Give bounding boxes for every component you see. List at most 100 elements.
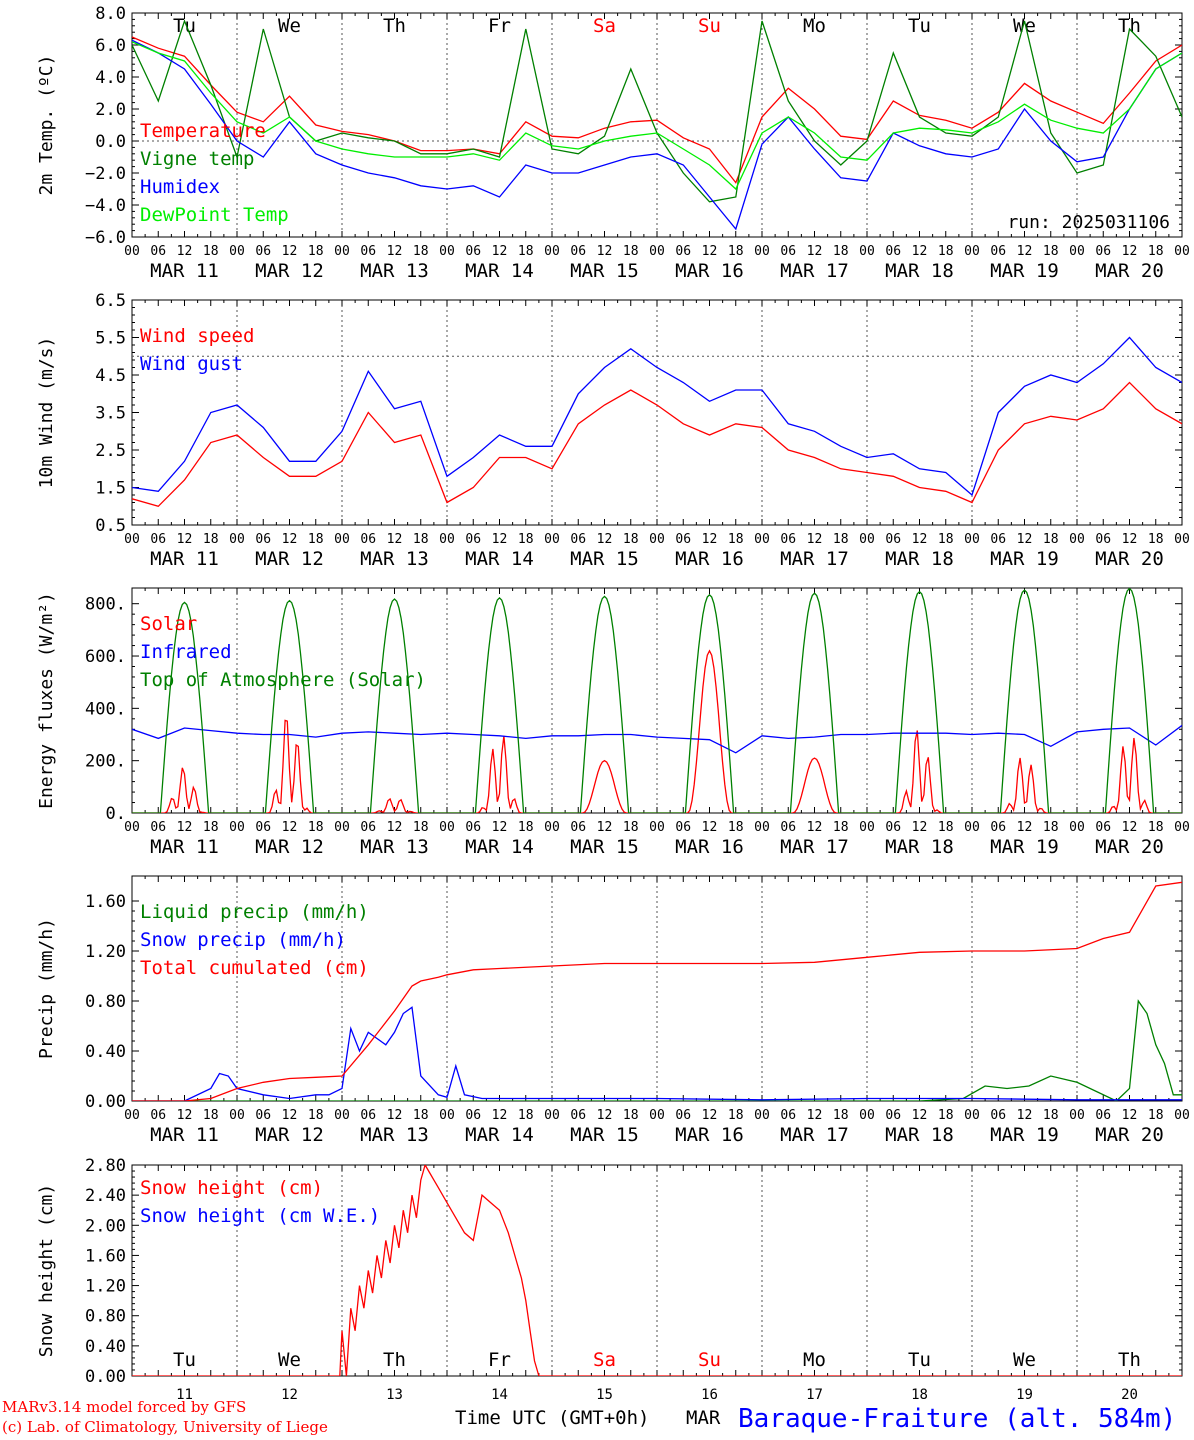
x-hour-label: 00 — [1069, 820, 1085, 835]
x-hour-label: 00 — [754, 1108, 770, 1123]
x-hour-label: 00 — [964, 1108, 980, 1123]
y-tick-label: 3.5 — [95, 404, 126, 424]
x-hour-label: 12 — [807, 532, 823, 547]
x-hour-label: 12 — [912, 244, 928, 259]
series-line-total-cumulated-cm- — [132, 881, 1182, 1101]
y-tick-label: 1.20 — [85, 942, 126, 962]
x-hour-label: 18 — [728, 532, 744, 547]
legend-entry: Top of Atmosphere (Solar) — [140, 669, 426, 691]
x-hour-label: 12 — [807, 1108, 823, 1123]
x-hour-label: 00 — [649, 1108, 665, 1123]
y-tick-label: 600. — [85, 647, 126, 667]
y-tick-label: 1.60 — [85, 892, 126, 912]
x-hour-label: 18 — [413, 532, 429, 547]
x-hour-label: 12 — [177, 1108, 193, 1123]
series-line-dewpoint-temp — [132, 41, 1182, 191]
x-date-label: MAR 16 — [675, 836, 744, 858]
x-date-label: MAR 18 — [885, 836, 954, 858]
x-hour-label: 18 — [623, 1108, 639, 1123]
x-hour-label: 06 — [255, 244, 271, 259]
y-tick-label: 0.00 — [85, 1092, 126, 1112]
x-hour-label: 00 — [754, 532, 770, 547]
x-hour-label: 18 — [938, 820, 954, 835]
x-hour-label: 12 — [387, 244, 403, 259]
x-hour-label: 00 — [1069, 532, 1085, 547]
x-hour-label: 12 — [807, 244, 823, 259]
x-hour-label: 00 — [334, 1108, 350, 1123]
x-hour-label: 06 — [360, 1108, 376, 1123]
x-hour-label: 06 — [150, 532, 166, 547]
y-tick-label: −4.0 — [85, 196, 126, 216]
x-day-number: 16 — [701, 1387, 718, 1403]
x-hour-label: 12 — [1122, 1108, 1138, 1123]
weekday-label: We — [278, 1349, 301, 1371]
x-hour-label: 18 — [518, 1108, 534, 1123]
y-tick-label: 1.5 — [95, 479, 126, 499]
legend-entry: Snow height (cm W.E.) — [140, 1205, 380, 1227]
x-hour-label: 06 — [780, 820, 796, 835]
x-date-label: MAR 15 — [570, 836, 639, 858]
x-hour-label: 00 — [334, 532, 350, 547]
x-hour-label: 12 — [702, 820, 718, 835]
weekday-label: We — [1013, 1349, 1036, 1371]
x-hour-label: 00 — [229, 532, 245, 547]
x-date-label: MAR 20 — [1095, 1124, 1164, 1146]
x-hour-label: 18 — [413, 244, 429, 259]
x-hour-label: 12 — [597, 820, 613, 835]
x-hour-label: 18 — [203, 532, 219, 547]
y-tick-label: 2.40 — [85, 1186, 126, 1206]
credit-model: MARv3.14 model forced by GFS — [2, 1398, 247, 1416]
y-axis-label: Energy fluxes (W/m²) — [36, 592, 57, 809]
weekday-label: Fr — [488, 15, 511, 37]
legend-entry: Humidex — [140, 176, 220, 198]
legend-entry: Infrared — [140, 641, 232, 663]
x-hour-label: 18 — [1148, 532, 1164, 547]
x-hour-label: 12 — [387, 1108, 403, 1123]
x-date-label: MAR 19 — [990, 260, 1059, 282]
x-hour-label: 06 — [360, 820, 376, 835]
x-hour-label: 06 — [675, 820, 691, 835]
x-hour-label: 00 — [439, 1108, 455, 1123]
y-tick-label: 2.00 — [85, 1216, 126, 1236]
series-line-wind-speed — [132, 381, 1182, 508]
x-hour-label: 06 — [885, 820, 901, 835]
x-hour-label: 06 — [990, 244, 1006, 259]
weekday-label: Su — [698, 1349, 721, 1371]
x-hour-label: 00 — [124, 532, 140, 547]
x-hour-label: 12 — [912, 532, 928, 547]
y-tick-label: 6.5 — [95, 291, 126, 311]
x-day-number: 11 — [176, 1387, 193, 1403]
x-hour-label: 12 — [282, 820, 298, 835]
x-hour-label: 12 — [702, 244, 718, 259]
weekday-label: Tu — [908, 15, 931, 37]
x-hour-label: 18 — [833, 1108, 849, 1123]
x-axis-title: Time UTC (GMT+0h) — [455, 1407, 649, 1429]
y-tick-label: 0.5 — [95, 516, 126, 536]
x-hour-label: 00 — [1174, 1108, 1190, 1123]
x-date-label: MAR 20 — [1095, 260, 1164, 282]
x-hour-label: 06 — [1095, 820, 1111, 835]
y-tick-label: 800. — [85, 595, 126, 615]
x-hour-label: 06 — [990, 820, 1006, 835]
x-date-label: MAR 12 — [255, 836, 324, 858]
x-hour-label: 18 — [308, 820, 324, 835]
x-hour-label: 00 — [229, 820, 245, 835]
x-hour-label: 06 — [360, 532, 376, 547]
weekday-label: Tu — [173, 15, 196, 37]
x-date-label: MAR 17 — [780, 548, 849, 570]
x-hour-label: 00 — [649, 820, 665, 835]
y-tick-label: 200. — [85, 752, 126, 772]
x-day-number: 18 — [911, 1387, 928, 1403]
x-hour-label: 12 — [1017, 820, 1033, 835]
x-date-label: MAR 18 — [885, 260, 954, 282]
x-hour-label: 06 — [465, 1108, 481, 1123]
y-tick-label: 2.80 — [85, 1156, 126, 1176]
y-tick-label: 0.80 — [85, 1307, 126, 1327]
panel-3: 0. 200. 400. 600. 800. Energy fluxes (W/m²) 00… — [36, 587, 1190, 858]
series-line-solar — [132, 649, 1182, 813]
x-date-label: MAR 13 — [360, 1124, 429, 1146]
x-hour-label: 06 — [255, 532, 271, 547]
x-hour-label: 12 — [807, 820, 823, 835]
x-hour-label: 06 — [150, 820, 166, 835]
